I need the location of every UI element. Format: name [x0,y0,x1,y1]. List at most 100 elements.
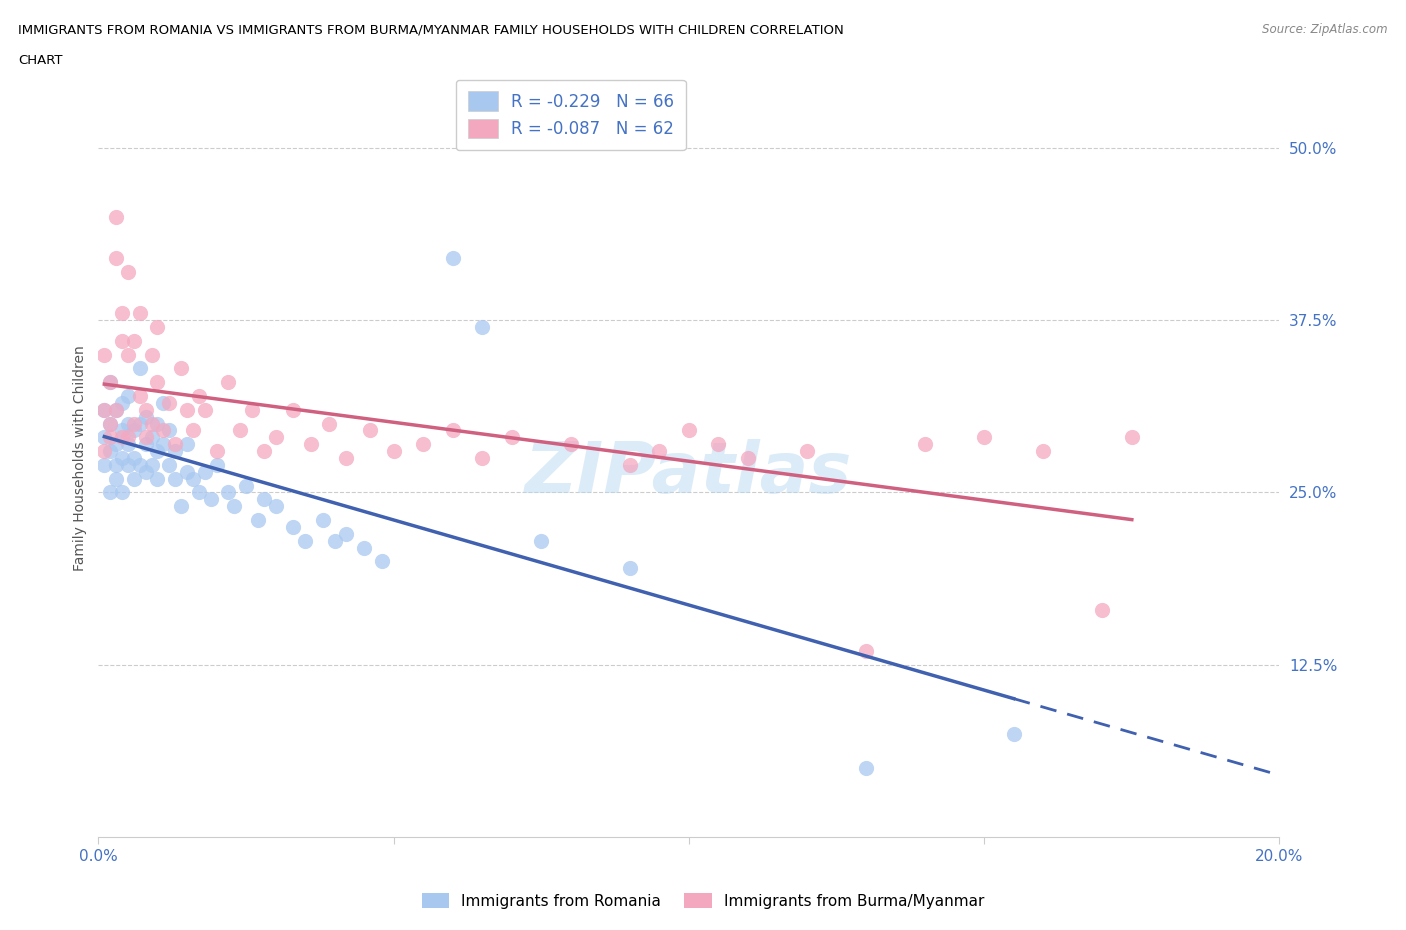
Point [283,520,305,535]
Point [146,472,169,486]
Point [98,416,121,431]
Point [141,430,163,445]
Point [146,416,169,431]
Point [105,403,128,418]
Text: ZIPatlas: ZIPatlas [526,439,852,508]
Point [117,347,139,362]
Point [501,430,523,445]
Point [141,416,163,431]
Point [146,320,169,335]
Y-axis label: Family Households with Children: Family Households with Children [73,345,87,571]
Point [299,437,322,452]
Point [246,512,269,527]
Point [93,403,115,418]
Point [335,526,357,541]
Point [217,375,239,390]
Point [648,444,671,458]
Point [111,451,134,466]
Point [122,472,145,486]
Point [707,437,730,452]
Point [93,403,115,418]
Point [471,451,494,466]
Point [619,458,641,472]
Point [181,472,204,486]
Point [111,395,134,410]
Point [117,264,139,279]
Text: IMMIGRANTS FROM ROMANIA VS IMMIGRANTS FROM BURMA/MYANMAR FAMILY HOUSEHOLDS WITH : IMMIGRANTS FROM ROMANIA VS IMMIGRANTS FR… [18,23,844,36]
Point [105,458,128,472]
Point [323,533,346,548]
Point [530,533,553,548]
Point [441,423,464,438]
Point [105,437,128,452]
Point [111,430,134,445]
Legend: Immigrants from Romania, Immigrants from Burma/Myanmar: Immigrants from Romania, Immigrants from… [416,886,990,915]
Point [176,464,198,479]
Point [176,403,198,418]
Point [412,437,434,452]
Legend: R = -0.229   N = 66, R = -0.087   N = 62: R = -0.229 N = 66, R = -0.087 N = 62 [456,80,686,150]
Point [165,437,187,452]
Point [128,306,150,321]
Point [111,423,134,438]
Point [253,492,276,507]
Point [471,320,494,335]
Point [117,430,139,445]
Point [117,437,139,452]
Point [135,430,157,445]
Point [264,498,287,513]
Point [122,334,145,349]
Point [141,347,163,362]
Point [335,451,357,466]
Point [165,472,187,486]
Point [152,423,174,438]
Point [240,403,263,418]
Point [117,416,139,431]
Point [187,389,209,404]
Point [1002,726,1025,741]
Point [441,251,464,266]
Point [135,403,157,418]
Point [105,472,128,486]
Point [98,485,121,500]
Point [93,347,115,362]
Point [105,251,128,266]
Point [235,478,257,493]
Point [128,416,150,431]
Point [737,451,759,466]
Point [105,403,128,418]
Point [855,761,877,776]
Point [217,485,239,500]
Point [283,403,305,418]
Point [128,458,150,472]
Point [253,444,276,458]
Point [93,458,115,472]
Point [914,437,936,452]
Point [128,361,150,376]
Point [1091,603,1114,618]
Point [176,437,198,452]
Point [152,437,174,452]
Point [855,644,877,658]
Point [111,306,134,321]
Point [157,423,180,438]
Point [111,334,134,349]
Point [122,416,145,431]
Point [98,430,121,445]
Point [152,395,174,410]
Point [122,451,145,466]
Point [135,464,157,479]
Point [194,464,217,479]
Point [98,375,121,390]
Point [98,416,121,431]
Point [93,444,115,458]
Point [111,485,134,500]
Point [157,395,180,410]
Point [181,423,204,438]
Point [170,361,193,376]
Point [229,423,252,438]
Point [98,444,121,458]
Point [1121,430,1143,445]
Point [146,375,169,390]
Point [382,444,405,458]
